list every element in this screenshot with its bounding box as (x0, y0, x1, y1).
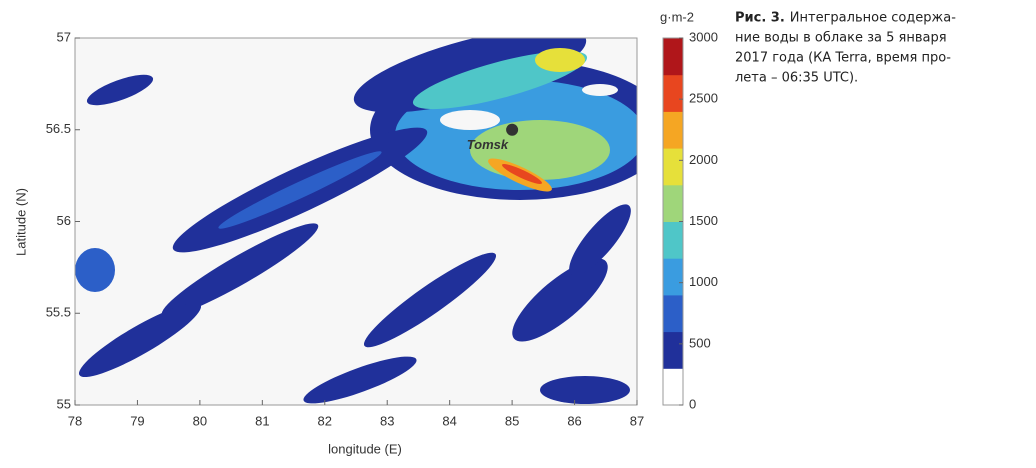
colorbar-swatch (663, 38, 683, 76)
caption-line: ние воды в облаке за 5 января (735, 31, 947, 46)
y-tick-label: 55.5 (46, 305, 71, 320)
colorbar-swatch (663, 368, 683, 406)
x-tick-label: 81 (255, 413, 269, 428)
y-tick-label: 56.5 (46, 121, 71, 136)
caption-line: 2017 года (КА Terra, время про- (735, 51, 951, 66)
colorbar-swatch (663, 148, 683, 186)
x-tick-label: 84 (442, 413, 456, 428)
colorbar-swatch (663, 184, 683, 222)
x-tick-label: 83 (380, 413, 394, 428)
colorbar-label: g·m-2 (660, 9, 694, 24)
y-tick-label: 56 (57, 213, 71, 228)
city-marker (506, 123, 519, 136)
x-tick-label: 82 (318, 413, 332, 428)
colorbar-swatch (663, 294, 683, 333)
x-tick-label: 85 (505, 413, 519, 428)
colorbar-swatch (663, 74, 683, 112)
x-tick-label: 78 (68, 413, 82, 428)
colorbar-tick-label: 1000 (689, 274, 718, 289)
city-label: Tomsk (467, 137, 509, 152)
colorbar-swatch (663, 221, 683, 259)
x-tick-label: 80 (193, 413, 207, 428)
x-axis-label: longitude (E) (328, 441, 402, 456)
colorbar-tick-label: 2000 (689, 152, 718, 167)
caption-line: Интегральное содержа- (790, 11, 956, 26)
colorbar-swatch (663, 258, 683, 296)
colorbar-tick-label: 2500 (689, 91, 718, 106)
colorbar-tick-label: 500 (689, 335, 711, 350)
x-tick-label: 79 (130, 413, 144, 428)
y-tick-label: 57 (57, 29, 71, 44)
y-tick-label: 55 (57, 396, 71, 411)
colorbar-tick-label: 3000 (689, 29, 718, 44)
colorbar-swatch (663, 331, 683, 369)
colorbar-swatch (663, 111, 683, 149)
colorbar-tick-label: 0 (689, 396, 696, 411)
caption-label: Рис. 3. (735, 11, 785, 26)
x-tick-label: 86 (567, 413, 581, 428)
x-tick-label: 87 (630, 413, 644, 428)
contour-field (75, 38, 637, 404)
caption-line: лета – 06:35 UTC). (735, 71, 858, 86)
colorbar-tick-label: 1500 (689, 213, 718, 228)
y-axis-label: Latitude (N) (13, 188, 28, 256)
